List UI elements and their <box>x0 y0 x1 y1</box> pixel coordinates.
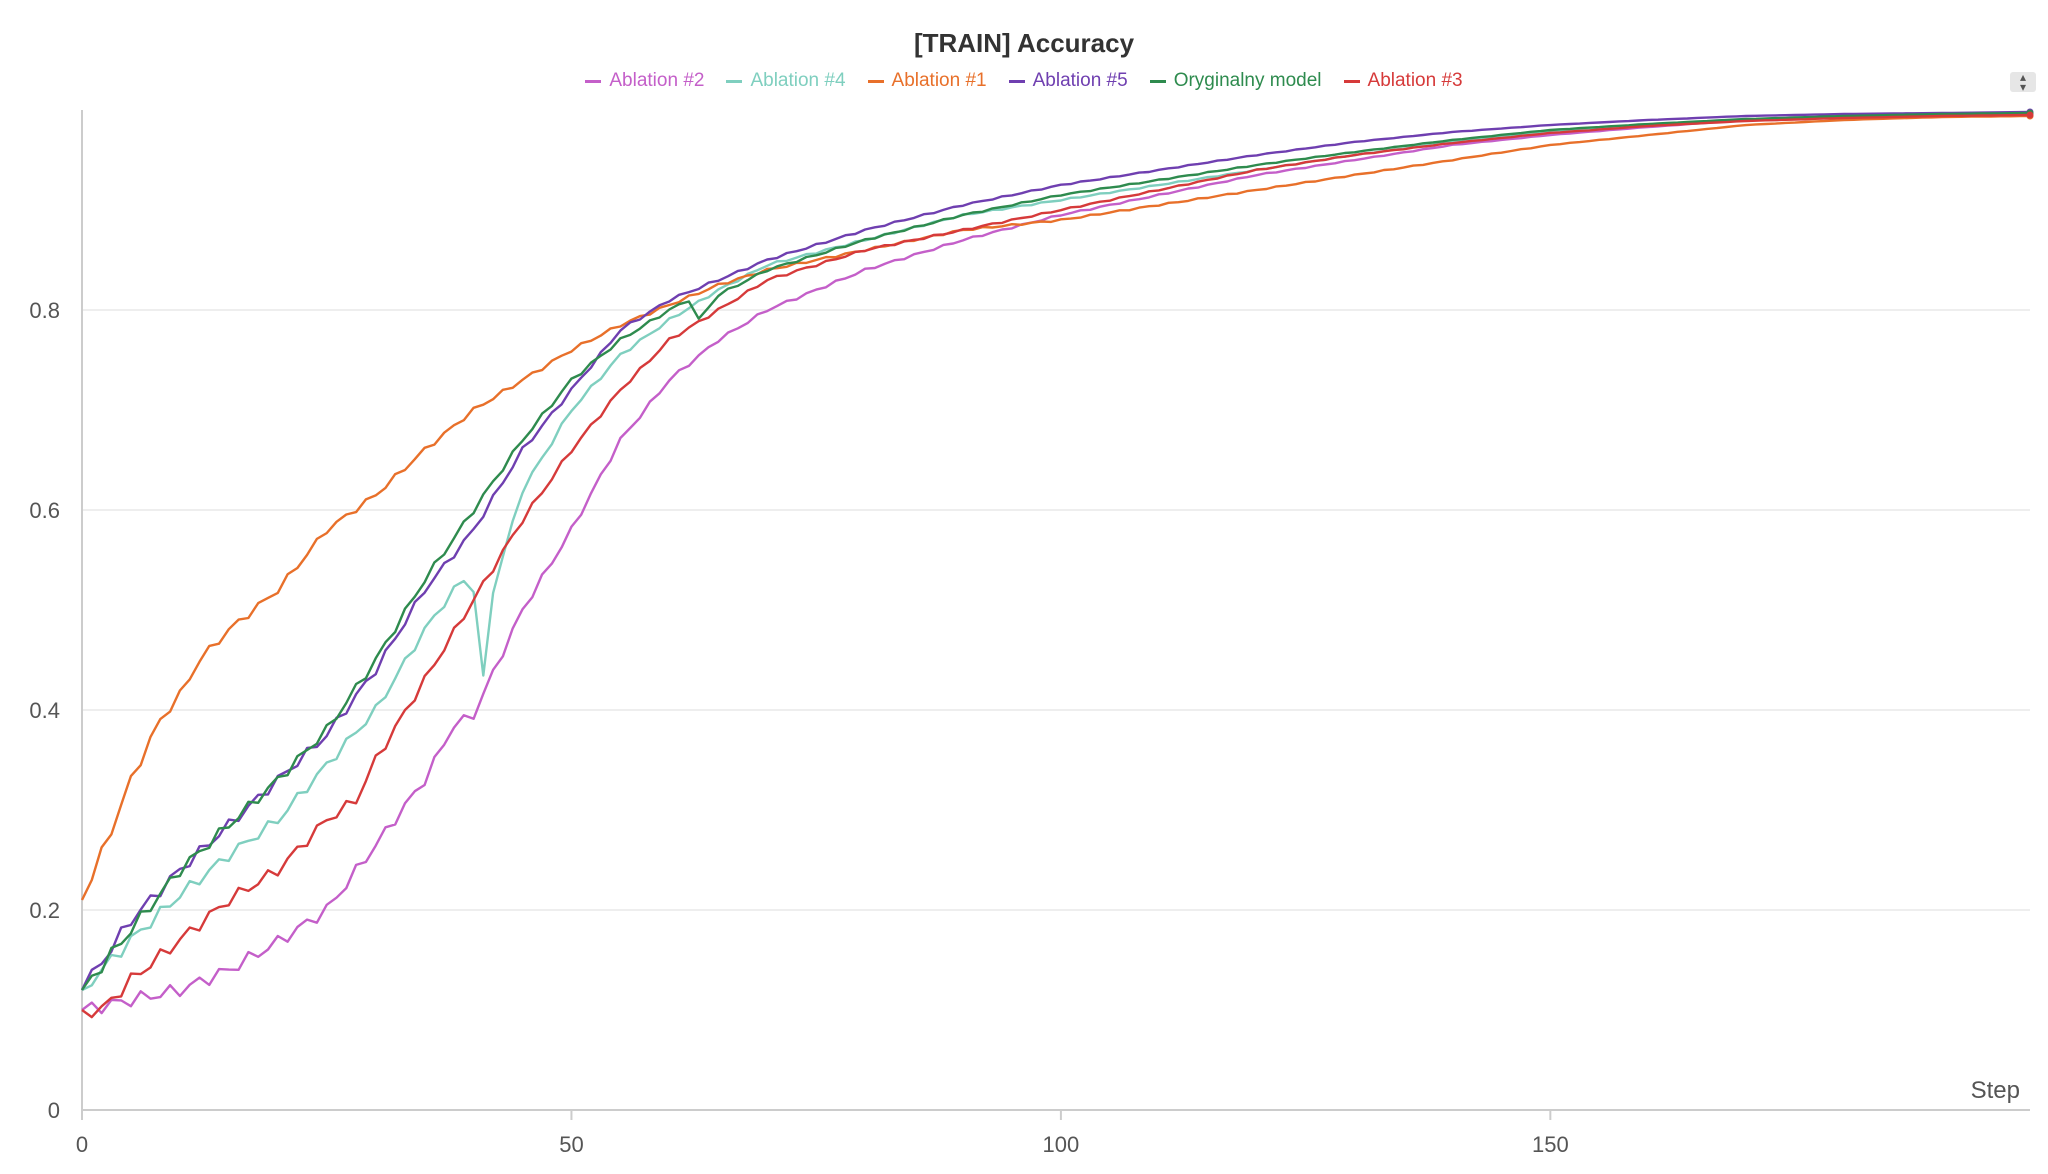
series-line <box>80 110 2031 991</box>
legend-item[interactable]: Ablation #3 <box>1343 70 1463 92</box>
legend-item[interactable]: Ablation #1 <box>867 70 987 92</box>
y-tick-label: 0.8 <box>29 298 60 323</box>
x-tick-label: 150 <box>1532 1132 1569 1157</box>
legend-label: Ablation #3 <box>1367 70 1463 91</box>
y-tick-label: 0.4 <box>29 698 60 723</box>
legend-item[interactable]: Ablation #5 <box>1008 70 1128 92</box>
series-end-point <box>2026 111 2034 119</box>
y-tick-label: 0 <box>48 1098 60 1123</box>
legend-label: Oryginalny model <box>1173 70 1322 91</box>
legend-label: Ablation #2 <box>609 70 705 91</box>
legend-swatch <box>1343 79 1360 83</box>
x-tick-label: 50 <box>559 1132 583 1157</box>
legend-label: Ablation #4 <box>750 70 846 91</box>
series-line <box>81 112 2031 992</box>
series-line <box>81 111 2031 991</box>
x-tick-label: 0 <box>76 1132 88 1157</box>
axes: 0 0.2 0.4 0.6 0.8 0 50 100 150 <box>29 110 2030 1157</box>
series-line <box>81 113 2031 1019</box>
y-tick-label: 0.6 <box>29 498 60 523</box>
legend-item[interactable]: Ablation #4 <box>726 70 846 92</box>
series-lines <box>80 108 2034 1019</box>
legend-item[interactable]: Oryginalny model <box>1149 70 1322 92</box>
legend-swatch <box>585 79 602 83</box>
legend-scroll-arrows-icon[interactable]: ▴ ▾ <box>2010 71 2036 93</box>
legend-label: Ablation #1 <box>891 70 987 91</box>
legend-swatch <box>1149 79 1166 83</box>
chart-title: [TRAIN] Accuracy <box>913 28 1135 58</box>
legend: Ablation #2 Ablation #4 Ablation #1 Ablatio… <box>0 70 2048 92</box>
legend-swatch <box>867 79 884 83</box>
series-line <box>81 112 2031 1015</box>
series-line <box>80 114 2031 901</box>
legend-item[interactable]: Ablation #2 <box>585 70 704 92</box>
x-tick-label: 100 <box>1043 1132 1080 1157</box>
legend-swatch <box>726 79 743 83</box>
grid-lines <box>82 309 2030 911</box>
legend-swatch <box>1008 79 1025 83</box>
legend-label: Ablation #5 <box>1032 70 1128 91</box>
x-axis-label: Step <box>1971 1077 2020 1104</box>
y-tick-label: 0.2 <box>29 898 60 923</box>
